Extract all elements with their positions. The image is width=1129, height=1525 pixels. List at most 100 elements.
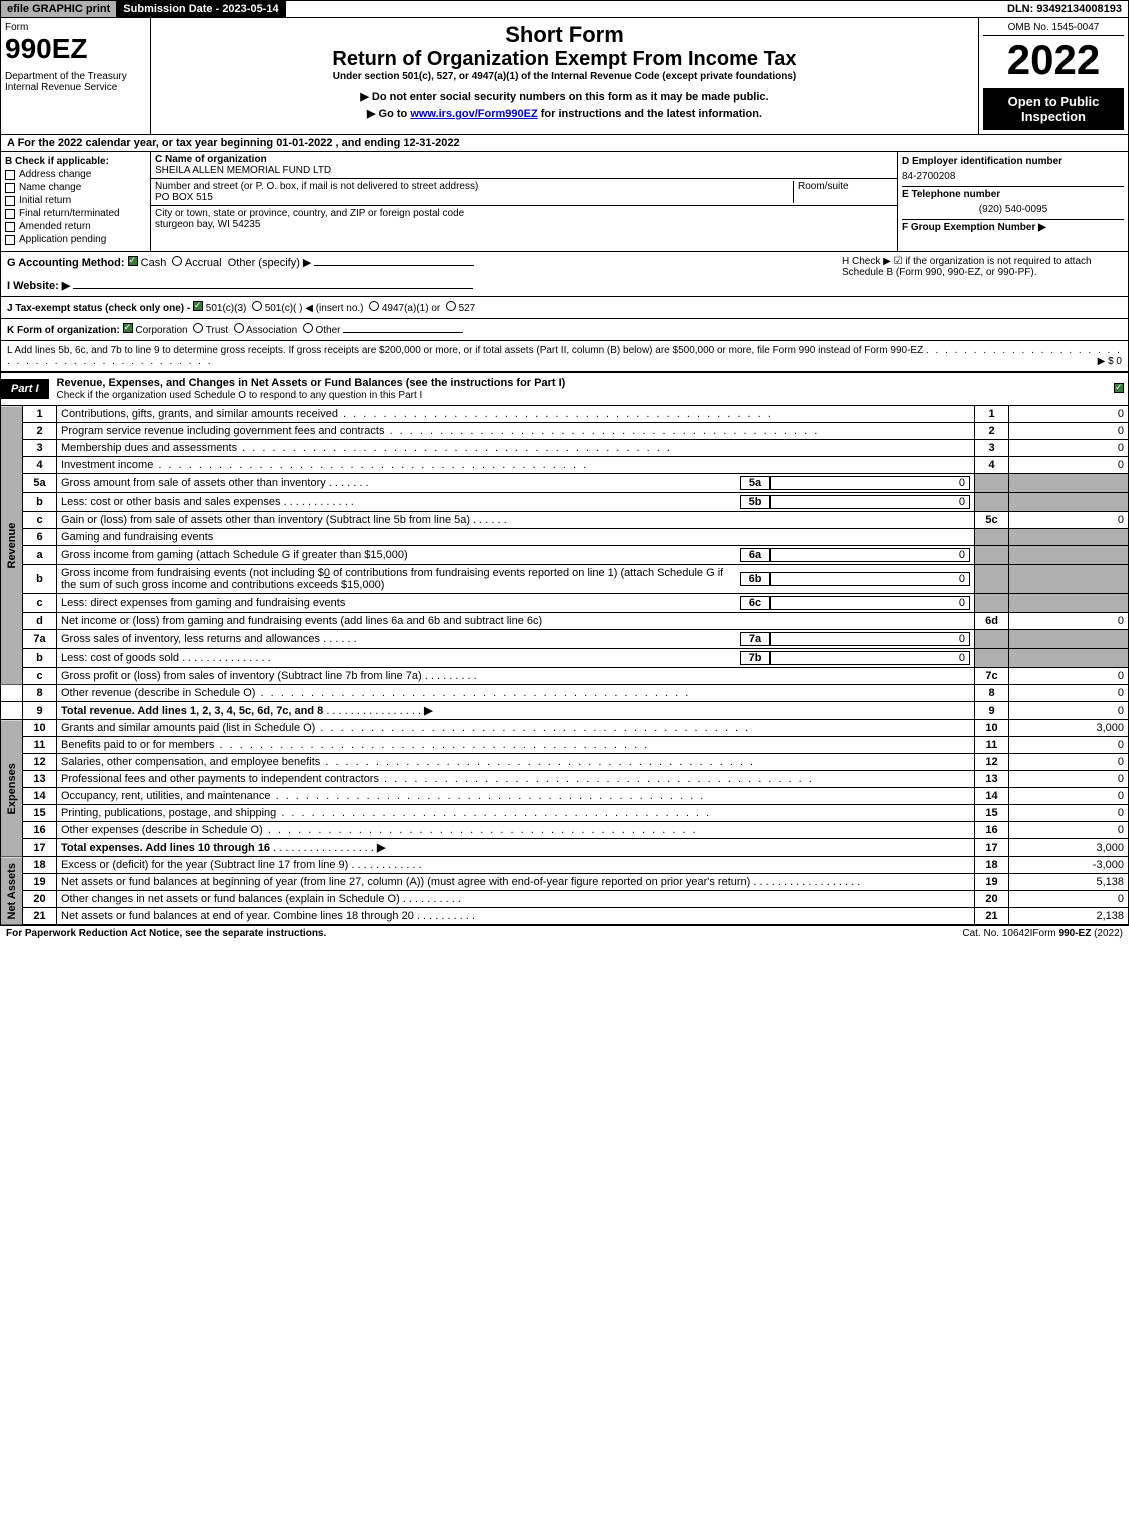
line-amount: 0: [1009, 668, 1129, 685]
line-num: 3: [23, 440, 57, 457]
line-num: 19: [23, 874, 57, 891]
cash-checkbox[interactable]: [128, 256, 138, 266]
short-form-title: Short Form: [155, 22, 974, 48]
line-num: 14: [23, 788, 57, 805]
corp-checkbox[interactable]: [123, 323, 133, 333]
line-box: 10: [975, 720, 1009, 737]
app-pending-checkbox[interactable]: [5, 235, 15, 245]
line-num: 18: [23, 857, 57, 874]
row-k: K Form of organization: Corporation Trus…: [0, 319, 1129, 341]
expenses-side-label: Expenses: [1, 720, 23, 857]
form-number: 990EZ: [5, 33, 146, 65]
accrual-radio[interactable]: [172, 256, 182, 266]
irs-link[interactable]: www.irs.gov/Form990EZ: [410, 108, 537, 120]
line-num: b: [23, 493, 57, 512]
final-return-checkbox[interactable]: [5, 209, 15, 219]
line-desc: Benefits paid to or for members: [57, 737, 975, 754]
line-num: 8: [23, 685, 57, 702]
line-num: 16: [23, 822, 57, 839]
line-amount: 0: [1009, 457, 1129, 474]
501c3-checkbox[interactable]: [193, 301, 203, 311]
city-label: City or town, state or province, country…: [155, 208, 893, 219]
return-title: Return of Organization Exempt From Incom…: [155, 48, 974, 71]
line-box: 2: [975, 423, 1009, 440]
4947-radio[interactable]: [369, 301, 379, 311]
line-num: 5a: [23, 474, 57, 493]
j-label: J Tax-exempt status (check only one) -: [7, 303, 190, 314]
net-assets-table: Net Assets 18Excess or (deficit) for the…: [0, 857, 1129, 925]
line-box: 20: [975, 891, 1009, 908]
sub-box: 7a: [740, 632, 770, 646]
line-desc: Investment income: [57, 457, 975, 474]
room-suite-label: Room/suite: [793, 181, 893, 203]
ein-value: 84-2700208: [902, 169, 1124, 184]
grey-cell: [1009, 546, 1129, 565]
4947-label: 4947(a)(1) or: [382, 303, 440, 314]
line-num: 9: [23, 702, 57, 720]
line-amount: 0: [1009, 512, 1129, 529]
line-desc: Other revenue (describe in Schedule O): [57, 685, 975, 702]
line-box: 12: [975, 754, 1009, 771]
grey-cell: [1009, 474, 1129, 493]
line-num: 1: [23, 406, 57, 423]
footer: For Paperwork Reduction Act Notice, see …: [0, 925, 1129, 941]
b-heading: B Check if applicable:: [5, 156, 146, 167]
efile-print-button[interactable]: efile GRAPHIC print: [1, 1, 117, 17]
line-num: 4: [23, 457, 57, 474]
grey-cell: [1009, 649, 1129, 668]
trust-label: Trust: [206, 325, 228, 336]
grey-cell: [975, 529, 1009, 546]
name-change-checkbox[interactable]: [5, 183, 15, 193]
assoc-label: Association: [246, 325, 297, 336]
527-radio[interactable]: [446, 301, 456, 311]
form-label: Form: [5, 22, 146, 33]
line-amount: -3,000: [1009, 857, 1129, 874]
amended-return-checkbox[interactable]: [5, 222, 15, 232]
line-num: d: [23, 613, 57, 630]
assoc-radio[interactable]: [234, 323, 244, 333]
city-value: sturgeon bay, WI 54235: [155, 219, 893, 230]
other-specify-input[interactable]: [314, 265, 474, 266]
irs: Internal Revenue Service: [5, 82, 146, 93]
other-org-label: Other: [315, 325, 340, 336]
line-num: 12: [23, 754, 57, 771]
line-amount: 0: [1009, 440, 1129, 457]
line-amount: 0: [1009, 805, 1129, 822]
grey-cell: [1009, 493, 1129, 512]
part1-tab: Part I: [1, 379, 49, 399]
line-num: 10: [23, 720, 57, 737]
line-desc: Occupancy, rent, utilities, and maintena…: [57, 788, 975, 805]
netassets-side-label: Net Assets: [1, 857, 23, 925]
other-label: Other (specify) ▶: [228, 257, 312, 269]
header-center: Short Form Return of Organization Exempt…: [151, 18, 978, 134]
line-num: 2: [23, 423, 57, 440]
line-a: A For the 2022 calendar year, or tax yea…: [0, 134, 1129, 152]
telephone-value: (920) 540-0095: [902, 202, 1124, 217]
grey-cell: [1009, 594, 1129, 613]
grey-cell: [1009, 630, 1129, 649]
header-left: Form 990EZ Department of the Treasury In…: [1, 18, 151, 134]
line-desc: Gross profit or (loss) from sales of inv…: [57, 668, 975, 685]
i-label: I Website: ▶: [7, 280, 70, 292]
line-desc: Net income or (loss) from gaming and fun…: [57, 613, 975, 630]
k-label: K Form of organization:: [7, 325, 120, 336]
other-org-input[interactable]: [343, 332, 463, 333]
address-change-checkbox[interactable]: [5, 170, 15, 180]
line-desc: Excess or (deficit) for the year (Subtra…: [57, 857, 975, 874]
trust-radio[interactable]: [193, 323, 203, 333]
line-box: 1: [975, 406, 1009, 423]
line-amount: 0: [1009, 685, 1129, 702]
line-amount: 5,138: [1009, 874, 1129, 891]
grey-cell: [975, 594, 1009, 613]
line-desc: Total revenue. Add lines 1, 2, 3, 4, 5c,…: [57, 702, 975, 720]
501c-radio[interactable]: [252, 301, 262, 311]
website-input[interactable]: [73, 288, 473, 289]
sub-amount: 0: [770, 572, 970, 586]
line-amount: 0: [1009, 754, 1129, 771]
line-box: 15: [975, 805, 1009, 822]
part1-schedule-o-checkbox[interactable]: [1114, 383, 1124, 393]
initial-return-checkbox[interactable]: [5, 196, 15, 206]
other-org-radio[interactable]: [303, 323, 313, 333]
line-desc: Program service revenue including govern…: [57, 423, 975, 440]
revenue-table: Revenue 1 Contributions, gifts, grants, …: [0, 406, 1129, 720]
